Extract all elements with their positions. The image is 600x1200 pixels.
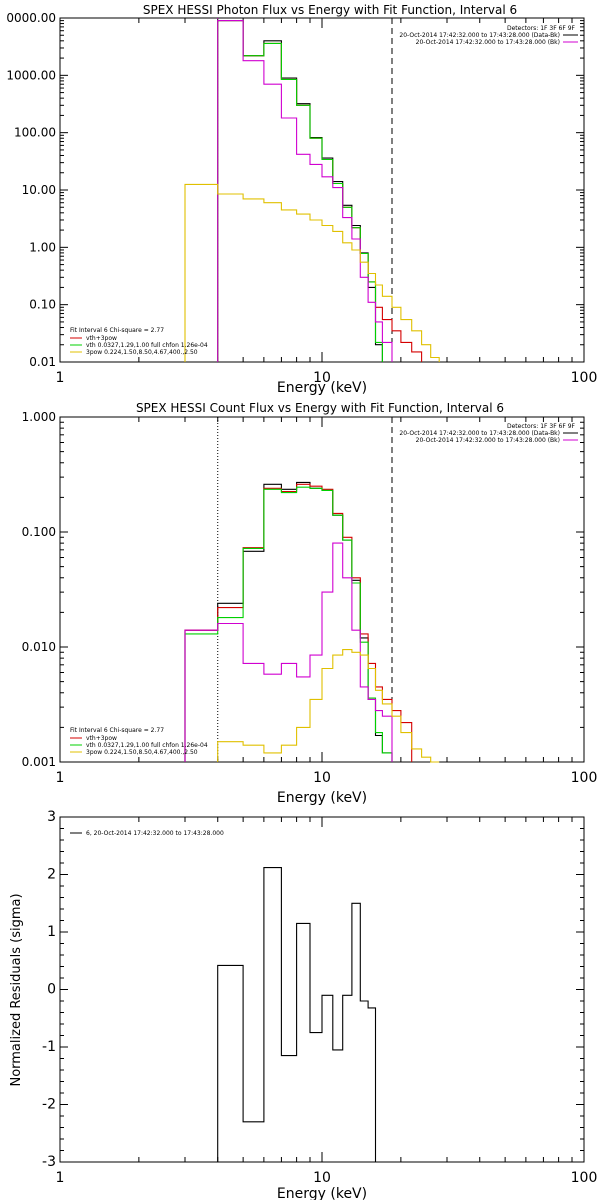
y-tick-label: 0.100 <box>22 525 56 539</box>
series-red-line <box>217 20 423 362</box>
y-tick-label: 0.10 <box>29 298 56 312</box>
x-tick-label: 10 <box>313 370 331 386</box>
y-tick-label: 1.00 <box>29 240 56 254</box>
series-yellow-line <box>217 649 440 763</box>
count-legend-total: vth+3pow <box>86 735 117 742</box>
residuals-panel: -3 -2 -1 0 1 2 3 1 10 100 Energy (keV) Normalize… <box>9 809 597 1200</box>
photon-flux-panel: SPEX HESSI Photon Flux vs Energy with Fi… <box>6 3 597 396</box>
y-tick-label: 0.010 <box>22 640 56 654</box>
count-legend-bk: 20-Oct-2014 17:42:32.000 to 17:43:28.000… <box>416 437 560 444</box>
photon-legend-detectors: Detectors: 1F 3F 6F 9F <box>507 25 576 32</box>
x-tick-label: 100 <box>571 1170 598 1186</box>
y-tick-label: -3 <box>42 1154 56 1170</box>
y-tick-label: 0000.00 <box>6 11 56 25</box>
series-yellow-line <box>184 183 440 362</box>
y-tick-label: 2 <box>47 867 56 883</box>
y-tick-label: 1 <box>47 924 56 940</box>
y-tick-label: 10.00 <box>22 183 56 197</box>
photon-legend-total: vth+3pow <box>86 335 117 342</box>
photon-legend-vth: vth 0.0327,1.29,1.00 full chfon 1.26e-04 <box>86 342 208 349</box>
series-black-line <box>217 20 383 362</box>
residuals-xlabel: Energy (keV) <box>277 1186 367 1200</box>
y-tick-label: 0.01 <box>29 355 56 369</box>
residuals-legend: 6, 20-Oct-2014 17:42:32.000 to 17:43:28.… <box>86 830 224 837</box>
count-flux-xlabel: Energy (keV) <box>277 790 367 806</box>
count-legend-vth: vth 0.0327,1.29,1.00 full chfon 1.26e-04 <box>86 742 208 749</box>
y-tick-label: 0 <box>47 982 56 998</box>
x-tick-label: 1 <box>56 770 65 786</box>
count-flux-frame <box>59 416 585 763</box>
count-flux-legend-left: Fit Interval 6 Chi-square = 2.77 vth+3po… <box>70 727 208 756</box>
y-tick-label: -1 <box>42 1039 56 1055</box>
count-flux-title: SPEX HESSI Count Flux vs Energy with Fit… <box>136 401 504 415</box>
y-tick-label: 0.001 <box>22 755 56 769</box>
series-black-line <box>184 481 393 762</box>
series-green-line <box>184 486 393 762</box>
series-red-line <box>184 483 413 762</box>
x-tick-label: 1 <box>56 1170 65 1186</box>
count-legend-3pow: 3pow 0.224,1.50,8.50,4.67,400.,2.50 <box>86 749 198 756</box>
x-tick-label: 1 <box>56 370 65 386</box>
x-tick-label: 10 <box>313 1170 331 1186</box>
x-tick-label: 100 <box>571 770 598 786</box>
y-tick-label: -2 <box>42 1097 56 1113</box>
photon-legend-3pow: 3pow 0.224,1.50,8.50,4.67,400.,2.50 <box>86 349 198 356</box>
x-tick-label: 100 <box>571 370 598 386</box>
x-tick-label: 10 <box>313 770 331 786</box>
count-flux-panel: SPEX HESSI Count Flux vs Energy with Fit… <box>22 401 598 806</box>
y-tick-label: 3 <box>47 809 56 825</box>
count-legend-data-bk: 20-Oct-2014 17:42:32.000 to 17:43:28.000… <box>399 430 560 437</box>
residuals-ylabel: Normalized Residuals (sigma) <box>9 893 24 1086</box>
series-green-line <box>217 20 383 362</box>
y-tick-label: 100.00 <box>14 126 56 140</box>
photon-flux-title: SPEX HESSI Photon Flux vs Energy with Fi… <box>143 3 517 17</box>
series-magenta-line <box>217 20 393 362</box>
count-legend-detectors: Detectors: 1F 3F 6F 9F <box>507 423 576 430</box>
photon-flux-frame <box>59 17 585 363</box>
series-magenta-line <box>184 542 393 762</box>
photon-legend-fit-interval: Fit Interval 6 Chi-square = 2.77 <box>70 327 164 334</box>
series-resid-line <box>217 867 377 1162</box>
photon-legend-bk: 20-Oct-2014 17:42:32.000 to 17:43:28.000… <box>416 39 560 46</box>
photon-flux-xlabel: Energy (keV) <box>277 380 367 396</box>
y-tick-label: 1000.00 <box>6 68 56 82</box>
count-legend-fit-interval: Fit Interval 6 Chi-square = 2.77 <box>70 727 164 734</box>
residuals-frame <box>59 816 585 1163</box>
y-tick-label: 1.000 <box>22 410 56 424</box>
count-flux-legend-right: Detectors: 1F 3F 6F 9F 20-Oct-2014 17:42… <box>399 423 578 444</box>
photon-flux-legend-left: Fit Interval 6 Chi-square = 2.77 vth+3po… <box>70 327 208 356</box>
photon-legend-data-bk: 20-Oct-2014 17:42:32.000 to 17:43:28.000… <box>399 32 560 39</box>
photon-flux-legend-right: Detectors: 1F 3F 6F 9F 20-Oct-2014 17:42… <box>399 25 578 46</box>
